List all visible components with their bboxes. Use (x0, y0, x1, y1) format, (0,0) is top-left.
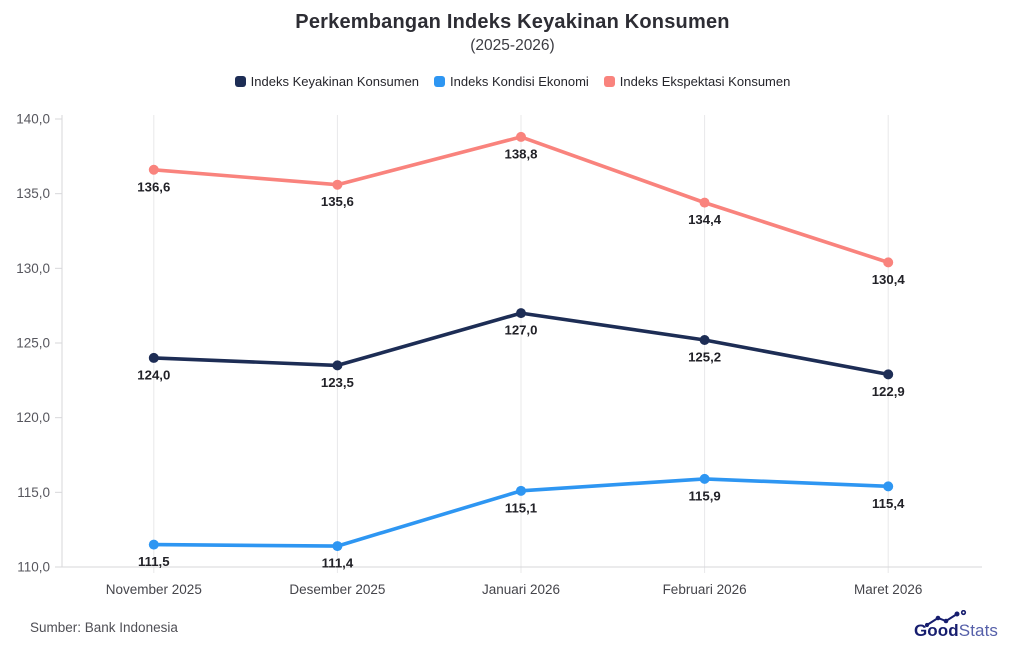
logo-text-stats: Stats (958, 621, 998, 640)
data-point (148, 352, 159, 363)
legend-item-keyakinan: Indeks Keyakinan Konsumen (234, 74, 420, 89)
data-point-label: 130,4 (872, 272, 906, 287)
data-point-label: 124,0 (137, 367, 170, 382)
data-point (883, 481, 894, 492)
source-text: Sumber: Bank Indonesia (30, 620, 178, 635)
y-axis-label: 125,0 (16, 336, 50, 351)
logo-trend-icon (924, 610, 967, 628)
data-point-label: 138,8 (504, 146, 537, 161)
legend-item-ekspektasi: Indeks Ekspektasi Konsumen (603, 74, 791, 89)
x-axis-label: Februari 2026 (663, 582, 747, 597)
logo-text: GoodStats (914, 622, 998, 639)
y-axis-label: 140,0 (16, 112, 50, 127)
data-point-label: 115,9 (688, 488, 720, 503)
goodstats-logo: GoodStats (914, 610, 998, 639)
data-point-label: 136,6 (137, 179, 170, 194)
data-point (883, 369, 894, 380)
y-axis-label: 135,0 (16, 186, 50, 201)
chart-title: Perkembangan Indeks Keyakinan Konsumen (295, 11, 730, 33)
legend-marker-kondisi-icon (434, 76, 446, 87)
data-point (516, 308, 526, 319)
legend-marker-keyakinan-icon (234, 76, 246, 87)
legend-label-kondisi: Indeks Kondisi Ekonomi (450, 74, 589, 89)
x-axis-label: Desember 2025 (289, 582, 385, 597)
data-point (148, 539, 159, 550)
x-axis-label: Maret 2026 (854, 582, 922, 597)
data-point (332, 360, 343, 371)
data-point-label: 111,4 (322, 556, 354, 571)
y-axis-label: 120,0 (16, 410, 50, 425)
chart-subtitle: (2025-2026) (470, 37, 555, 54)
data-point (883, 257, 894, 268)
legend-item-kondisi: Indeks Kondisi Ekonomi (434, 74, 589, 89)
line-chart: 110,0 115,0 120,0 125,0 130,0 135,0 140,0 Novem… (16, 112, 982, 597)
logo-text-good: Good (913, 621, 959, 640)
data-point (516, 485, 526, 496)
legend-label-keyakinan: Indeks Keyakinan Konsumen (250, 74, 420, 89)
y-axis-label: 115,0 (17, 485, 50, 500)
x-axis-label: November 2025 (106, 582, 202, 597)
data-point-label: 115,1 (505, 500, 537, 515)
data-point (516, 131, 526, 142)
data-point-label: 125,2 (688, 350, 721, 365)
data-point (699, 197, 710, 208)
data-point-label: 115,4 (872, 496, 905, 511)
data-point (332, 541, 343, 552)
legend: Indeks Keyakinan Konsumen Indeks Kondisi… (0, 74, 1025, 89)
data-point-label: 122,9 (872, 384, 905, 399)
y-axis-label: 110,0 (17, 560, 50, 575)
data-point-label: 123,5 (321, 375, 354, 390)
data-point-label: 134,4 (688, 212, 722, 227)
data-point (148, 164, 159, 175)
data-point (699, 335, 710, 346)
x-axis-label: Januari 2026 (482, 582, 560, 597)
data-point (332, 179, 343, 190)
data-point (699, 473, 710, 484)
data-point-label: 111,5 (138, 554, 170, 569)
data-point-label: 135,6 (321, 194, 354, 209)
legend-label-ekspektasi: Indeks Ekspektasi Konsumen (619, 74, 791, 89)
data-point-label: 127,0 (504, 323, 537, 338)
legend-marker-ekspektasi-icon (603, 76, 615, 87)
y-axis-label: 130,0 (16, 261, 50, 276)
